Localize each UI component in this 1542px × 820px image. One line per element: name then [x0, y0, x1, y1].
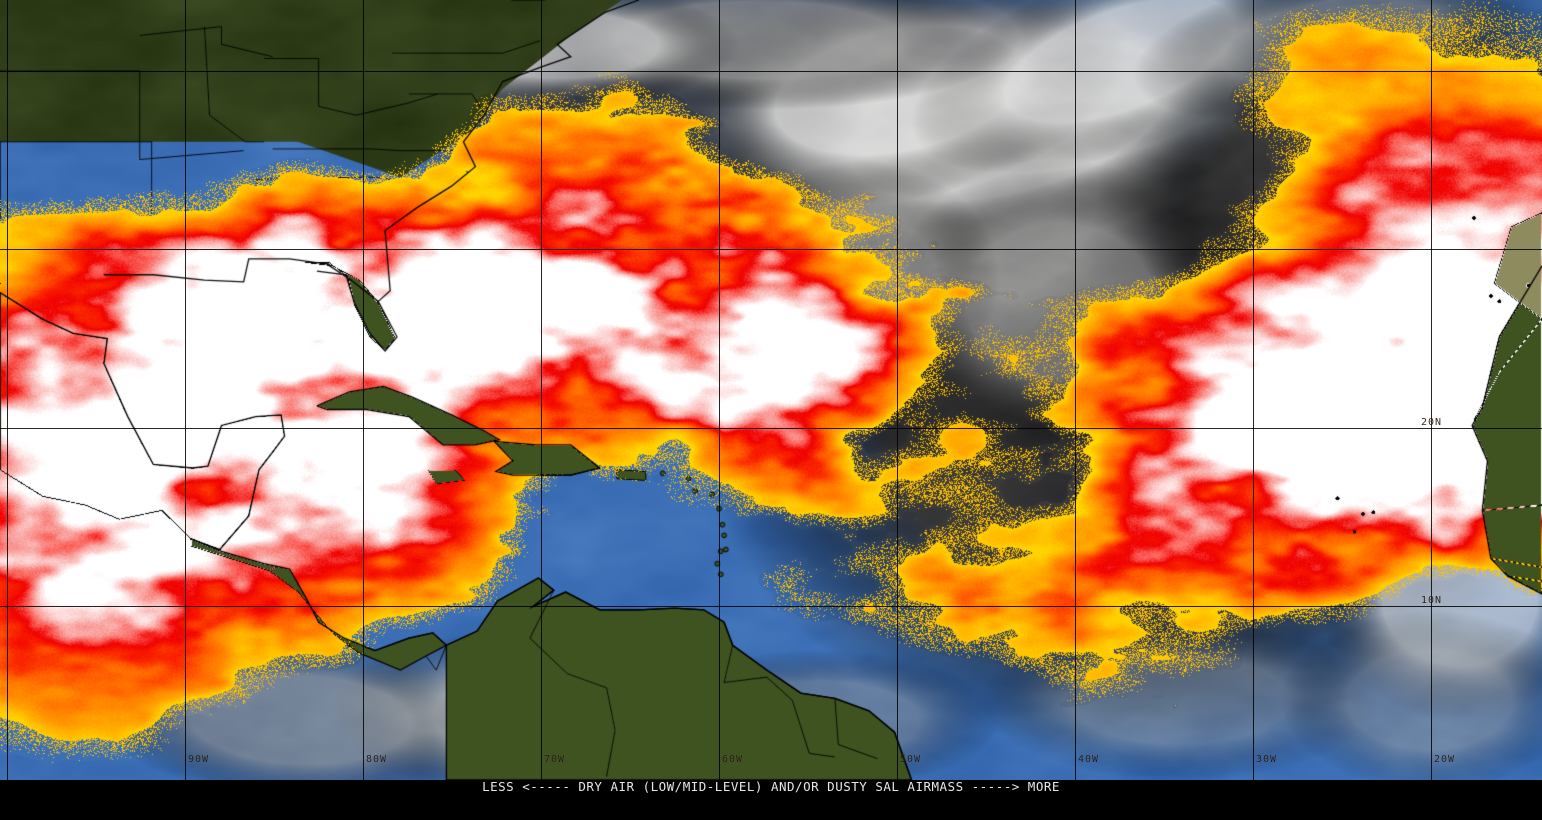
colorbar-caption: LESS <----- DRY AIR (LOW/MID-LEVEL) AND/… — [482, 779, 1060, 794]
satellite-imagery-canvas[interactable] — [0, 0, 1542, 780]
satellite-map[interactable]: 90W 80W 70W 60W 50W 40W 30W 20W 20N 10N — [0, 0, 1542, 780]
footer-panel: LESS <----- DRY AIR (LOW/MID-LEVEL) AND/… — [0, 780, 1542, 820]
